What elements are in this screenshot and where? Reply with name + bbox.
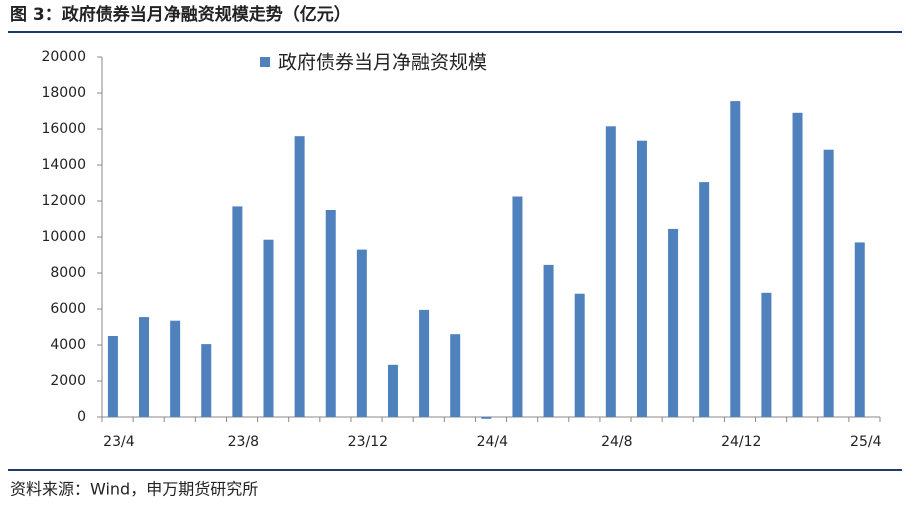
bar	[201, 344, 212, 417]
y-tick-label: 4000	[50, 337, 86, 353]
bar	[387, 364, 398, 417]
y-tick-label: 20000	[41, 49, 86, 65]
legend-label: 政府债券当月净融资规模	[278, 52, 487, 74]
x-tick-label: 23/8	[228, 434, 259, 450]
bar	[636, 140, 647, 417]
y-tick-label: 8000	[50, 265, 86, 281]
bar	[543, 264, 554, 417]
bar	[761, 292, 772, 417]
bar	[450, 334, 461, 417]
bar	[419, 309, 430, 417]
bar	[792, 112, 803, 418]
y-tick-label: 18000	[41, 85, 86, 101]
x-tick-label: 23/12	[348, 434, 388, 450]
y-tick-label: 0	[77, 409, 86, 425]
y-tick-label: 12000	[41, 193, 86, 209]
y-tick-label: 14000	[41, 157, 86, 173]
bar	[325, 210, 336, 417]
bar	[356, 249, 367, 417]
bar	[730, 101, 741, 417]
y-tick-label: 10000	[41, 229, 86, 245]
bar	[512, 196, 523, 417]
bar	[574, 293, 585, 417]
bar	[170, 320, 181, 417]
legend-swatch	[260, 57, 270, 67]
x-tick-label: 25/4	[850, 434, 882, 450]
y-tick-label: 2000	[50, 373, 86, 389]
bar	[263, 239, 274, 417]
bar	[699, 182, 710, 417]
bar	[232, 206, 243, 417]
x-tick-label: 24/12	[721, 434, 761, 450]
bar	[481, 417, 492, 419]
source-note: 资料来源：Wind，申万期货研究所	[10, 480, 258, 499]
bar	[668, 228, 679, 417]
y-tick-label: 16000	[41, 121, 86, 137]
x-tick-label: 23/4	[103, 434, 135, 450]
x-tick-label: 24/4	[477, 434, 509, 450]
bar	[605, 126, 616, 418]
bar	[823, 149, 834, 417]
chart-title: 图 3：政府债券当月净融资规模走势（亿元）	[10, 4, 351, 25]
x-tick-label: 24/8	[601, 434, 632, 450]
bar	[107, 336, 118, 417]
bar	[854, 242, 865, 417]
bar	[139, 317, 150, 417]
bar	[294, 136, 305, 417]
y-tick-label: 6000	[50, 301, 86, 317]
